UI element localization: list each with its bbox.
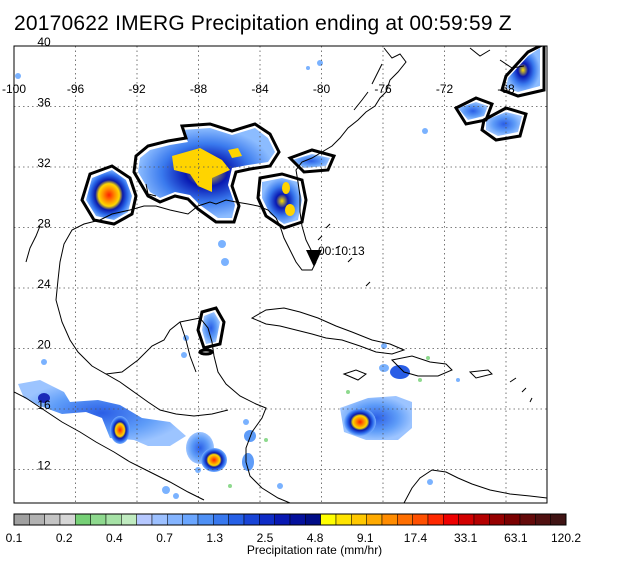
colorbar-swatch xyxy=(105,513,122,526)
lat-label: 20 xyxy=(37,338,51,352)
colorbar-swatch xyxy=(412,513,429,526)
colorbar-tick-label: 9.1 xyxy=(356,531,374,545)
colorbar-swatch xyxy=(59,513,76,526)
colorbar-swatch xyxy=(167,513,183,526)
colorbar-title: Precipitation rate (mm/hr) xyxy=(246,543,383,557)
colorbar-swatch xyxy=(90,513,107,526)
overpass-time: 00:10:13 xyxy=(318,244,365,258)
colorbar-swatch xyxy=(197,513,214,526)
colorbar-swatch xyxy=(259,513,275,526)
colorbar-tick-label: 0.7 xyxy=(156,531,173,545)
lon-label: -96 xyxy=(67,82,85,96)
colorbar-swatch xyxy=(381,513,398,526)
longitude-labels: -100 -96 -92 -88 -84 -80 -76 -72 -68 xyxy=(2,82,515,96)
lat-label: 32 xyxy=(37,156,51,170)
colorbar-swatch xyxy=(351,513,367,526)
lon-label: -76 xyxy=(374,82,392,96)
lon-label: -80 xyxy=(313,82,331,96)
colorbar-tick-label: 17.4 xyxy=(403,531,428,545)
colorbar-swatch xyxy=(519,513,536,526)
lon-label: -72 xyxy=(436,82,454,96)
coastlines xyxy=(14,47,547,503)
colorbar-tick-label: 33.1 xyxy=(453,531,478,545)
lat-label: 24 xyxy=(37,277,51,291)
colorbar-tick-label: 0.2 xyxy=(55,531,73,545)
colorbar xyxy=(13,513,567,526)
colorbar-swatch xyxy=(335,513,352,526)
lon-label: -88 xyxy=(190,82,208,96)
colorbar-swatch xyxy=(489,513,505,526)
colorbar-swatch xyxy=(182,513,199,526)
lon-label: -84 xyxy=(251,82,269,96)
lat-label: 36 xyxy=(37,96,51,110)
lat-label: 28 xyxy=(37,217,51,231)
colorbar-swatch xyxy=(13,513,30,526)
colorbar-swatch xyxy=(151,513,168,526)
colorbar-swatch xyxy=(535,513,551,526)
map-frame xyxy=(13,45,548,504)
colorbar-swatch xyxy=(305,513,321,526)
colorbar-swatch xyxy=(121,513,137,526)
lon-label: -68 xyxy=(497,82,515,96)
colorbar-swatch xyxy=(443,513,459,526)
colorbar-tick-label: 2.5 xyxy=(256,531,274,545)
colorbar-swatch xyxy=(458,513,475,526)
overpass-marker xyxy=(306,250,322,267)
colorbar-swatch xyxy=(473,513,490,526)
precipitation-field xyxy=(15,48,540,499)
colorbar-swatch xyxy=(228,513,245,526)
lat-label: 40 xyxy=(37,35,51,49)
colorbar-swatch xyxy=(427,513,444,526)
colorbar-swatch xyxy=(504,513,521,526)
lat-label: 12 xyxy=(37,459,51,473)
colorbar-swatch xyxy=(550,513,567,526)
colorbar-swatch xyxy=(29,513,45,526)
colorbar-swatch xyxy=(213,513,229,526)
colorbar-tick-label: 120.2 xyxy=(550,531,582,545)
colorbar-swatch xyxy=(397,513,413,526)
colorbar-swatch xyxy=(44,513,61,526)
lon-label: -92 xyxy=(128,82,146,96)
colorbar-swatch xyxy=(289,513,306,526)
colorbar-swatch xyxy=(366,513,383,526)
colorbar-tick-label: 63.1 xyxy=(504,531,528,545)
colorbar-swatch xyxy=(320,513,337,526)
colorbar-swatch xyxy=(136,513,153,526)
colorbar-swatch xyxy=(75,513,91,526)
colorbar-tick-label: 0.4 xyxy=(106,531,123,545)
colorbar-tick-label: 0.1 xyxy=(5,531,23,545)
colorbar-tick-label: 4.8 xyxy=(306,531,324,545)
colorbar-swatch xyxy=(243,513,260,526)
colorbar-tick-label: 1.3 xyxy=(206,531,224,545)
colorbar-swatch xyxy=(274,513,291,526)
lat-label: 16 xyxy=(37,398,51,412)
map-title: 20170622 IMERG Precipitation ending at 0… xyxy=(14,12,512,35)
latitude-labels: 40 36 32 28 24 20 16 12 xyxy=(37,35,51,473)
lon-label: -100 xyxy=(2,82,26,96)
precip-contours xyxy=(80,46,546,356)
